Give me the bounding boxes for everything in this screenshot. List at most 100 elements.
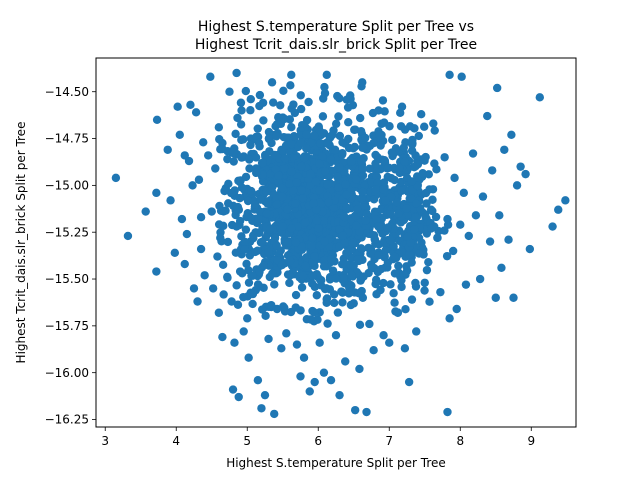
data-point — [277, 344, 286, 353]
data-point — [253, 246, 262, 255]
data-point — [342, 190, 351, 199]
data-point — [421, 188, 431, 198]
data-point — [230, 338, 239, 347]
data-point — [426, 224, 436, 233]
data-point — [232, 281, 241, 290]
data-point — [331, 274, 341, 283]
y-axis-label: Highest Tcrit_dais.slr_brick Split per T… — [14, 122, 28, 364]
data-point — [375, 130, 385, 140]
data-point — [232, 68, 241, 78]
data-point — [299, 353, 309, 362]
data-point — [349, 144, 358, 153]
data-point — [184, 156, 194, 166]
data-point — [300, 153, 309, 163]
data-point — [478, 192, 488, 201]
x-axis: 3 4 5 6 7 8 9 — [101, 427, 535, 448]
data-point — [320, 255, 329, 265]
data-point — [483, 111, 492, 121]
data-point — [248, 271, 257, 280]
data-point — [331, 331, 341, 340]
data-point — [246, 140, 255, 150]
data-point — [355, 364, 364, 374]
data-point — [340, 238, 350, 247]
data-point — [272, 132, 281, 141]
data-point — [257, 237, 267, 247]
data-point — [296, 372, 305, 381]
data-point — [309, 199, 318, 208]
data-point — [152, 267, 161, 276]
data-point — [301, 144, 311, 153]
data-point — [213, 252, 222, 261]
data-point — [371, 159, 380, 168]
data-point — [320, 82, 329, 92]
data-point — [224, 179, 233, 189]
data-point — [468, 149, 478, 158]
data-point — [262, 209, 272, 218]
data-point — [370, 234, 379, 244]
data-point — [362, 407, 371, 417]
data-point — [326, 254, 336, 264]
data-point — [328, 266, 338, 275]
data-point — [259, 261, 269, 270]
data-point — [264, 334, 273, 344]
data-point — [196, 244, 206, 254]
data-point — [244, 278, 254, 287]
data-point — [334, 183, 343, 192]
data-point — [278, 222, 287, 231]
data-point — [258, 305, 267, 314]
data-point — [215, 135, 224, 144]
data-point — [312, 291, 322, 300]
data-point — [394, 209, 403, 218]
data-point — [440, 153, 449, 162]
data-point — [307, 271, 317, 280]
data-point — [411, 151, 420, 160]
data-point — [322, 284, 331, 293]
data-point — [421, 152, 430, 162]
data-point — [376, 285, 385, 295]
data-point — [311, 177, 321, 186]
data-point — [264, 247, 273, 257]
data-point — [251, 153, 261, 162]
data-point — [305, 387, 314, 396]
data-point — [433, 233, 442, 243]
data-point — [284, 133, 293, 142]
data-point — [251, 200, 260, 209]
data-point — [272, 200, 281, 209]
data-point — [214, 308, 224, 317]
data-point — [374, 251, 383, 260]
data-point — [411, 278, 420, 288]
data-point — [312, 216, 322, 225]
data-point — [385, 235, 395, 245]
data-point — [388, 135, 397, 145]
data-point — [287, 167, 296, 176]
data-point — [422, 199, 431, 208]
data-point — [355, 320, 365, 330]
data-point — [310, 252, 320, 261]
data-point — [180, 259, 189, 269]
plot-frame — [95, 57, 577, 428]
data-point — [298, 271, 308, 281]
data-point — [397, 282, 406, 292]
data-point — [214, 220, 224, 229]
data-point — [335, 242, 344, 252]
data-point — [315, 338, 324, 347]
data-point — [394, 261, 403, 271]
data-point — [296, 138, 306, 147]
data-point — [305, 169, 315, 179]
data-point — [338, 150, 347, 159]
data-point — [383, 172, 392, 182]
data-point — [152, 115, 162, 125]
data-point — [322, 70, 331, 80]
y-tick-label: −14.50 — [45, 85, 89, 99]
data-point — [369, 195, 379, 204]
data-point — [214, 123, 224, 132]
data-point — [247, 186, 256, 196]
data-point — [297, 185, 306, 195]
data-point — [403, 232, 412, 242]
data-point — [335, 225, 344, 234]
data-point — [246, 95, 255, 104]
data-point — [289, 100, 298, 109]
data-point — [358, 143, 368, 152]
data-point — [349, 299, 358, 308]
